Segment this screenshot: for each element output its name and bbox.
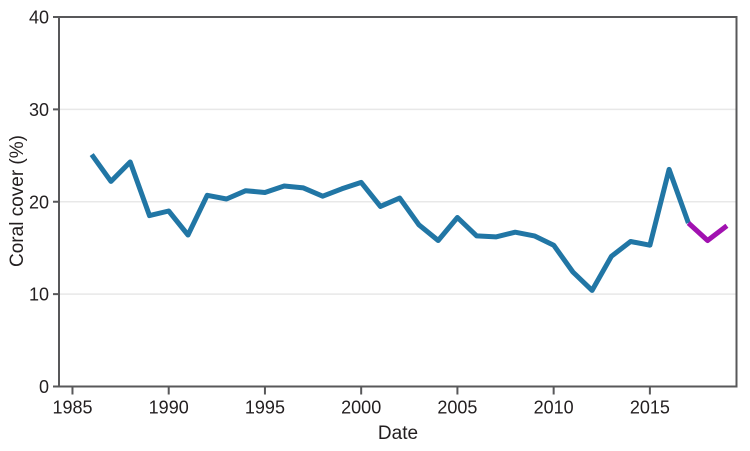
y-tick-label-10: 10 [29, 285, 49, 305]
y-axis-title: Coral cover (%) [7, 135, 28, 267]
x-tick-label-2000: 2000 [341, 398, 381, 418]
x-tick-label-2010: 2010 [534, 398, 574, 418]
y-tick-label-0: 0 [39, 377, 49, 397]
x-tick-label-1985: 1985 [52, 398, 92, 418]
y-tick-label-30: 30 [29, 100, 49, 120]
x-tick-label-1995: 1995 [245, 398, 285, 418]
x-axis-title: Date [377, 423, 419, 444]
x-tick-label-2015: 2015 [630, 398, 670, 418]
x-tick-label-2005: 2005 [437, 398, 477, 418]
x-tick-label-1990: 1990 [149, 398, 189, 418]
plot-border [58, 16, 738, 388]
series-line-coral-cover-recent [686, 221, 729, 243]
series-line-coral-cover-historical [89, 153, 691, 293]
y-tick-label-20: 20 [29, 192, 49, 212]
y-tick-label-40: 40 [29, 8, 49, 28]
